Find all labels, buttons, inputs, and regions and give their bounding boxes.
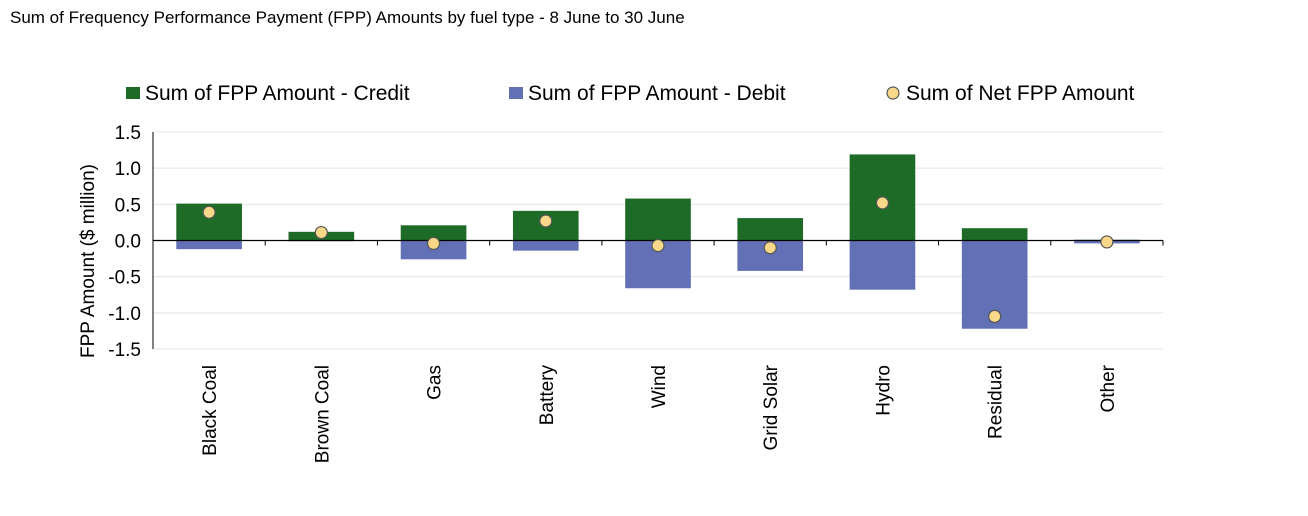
bar-credit-wind [625,198,691,241]
chart-title: Sum of Frequency Performance Payment (FP… [10,8,685,27]
x-category-label: Brown Coal [312,365,333,463]
net-marker-black-coal [202,205,216,219]
x-category-label: Grid Solar [761,364,782,450]
x-category-label: Black Coal [200,365,221,456]
legend: Sum of FPP Amount - Credit Sum of FPP Amo… [126,82,1135,105]
y-tick-label: -1.0 [108,304,141,325]
bar-credit-gas [400,225,467,241]
bar-debit-battery [512,240,579,251]
x-category-label: Gas [425,365,446,400]
legend-swatch-sum-of-net-fpp-amount [886,86,900,100]
y-tick-label: -1.5 [108,340,141,361]
net-marker-brown-coal [314,225,328,240]
x-category-label: Hydro [873,365,894,416]
bar-credit-grid-solar [737,218,804,241]
net-marker-grid-solar [763,241,777,255]
x-category-label: Wind [649,365,670,408]
net-marker-residual [988,309,1002,324]
y-tick-label: 0.0 [115,232,141,253]
legend-label: Sum of FPP Amount - Debit [528,82,786,105]
net-markers [202,196,1114,324]
y-tick-label: -0.5 [108,268,141,289]
y-axis-title: FPP Amount ($ million) [78,164,99,358]
axis-labels: 1.5 1.0 0.5 0.0 -0.5 -1.0 -1.5 Black Coal Brown … [78,123,1119,463]
legend-swatch-sum-of-fpp-amount-debit [509,87,523,99]
bar-credit-residual [961,228,1028,241]
net-marker-hydro [875,196,890,210]
bar-debit-hydro [849,240,916,290]
bar-debit-black-coal [176,240,242,250]
x-category-label: Battery [537,365,558,426]
legend-label: Sum of FPP Amount - Credit [145,82,410,105]
legend-swatch-sum-of-fpp-amount-credit [126,87,140,99]
net-marker-battery [539,214,553,228]
y-tick-label: 1.0 [115,159,141,180]
net-marker-gas [426,236,441,250]
y-tick-label: 0.5 [115,195,141,216]
x-category-label: Other [1098,364,1119,412]
y-tick-label: 1.5 [115,123,141,144]
net-marker-wind [651,238,665,253]
net-marker-other [1100,235,1114,249]
x-category-label: Residual [986,365,1007,439]
legend-label: Sum of Net FPP Amount [906,82,1135,105]
